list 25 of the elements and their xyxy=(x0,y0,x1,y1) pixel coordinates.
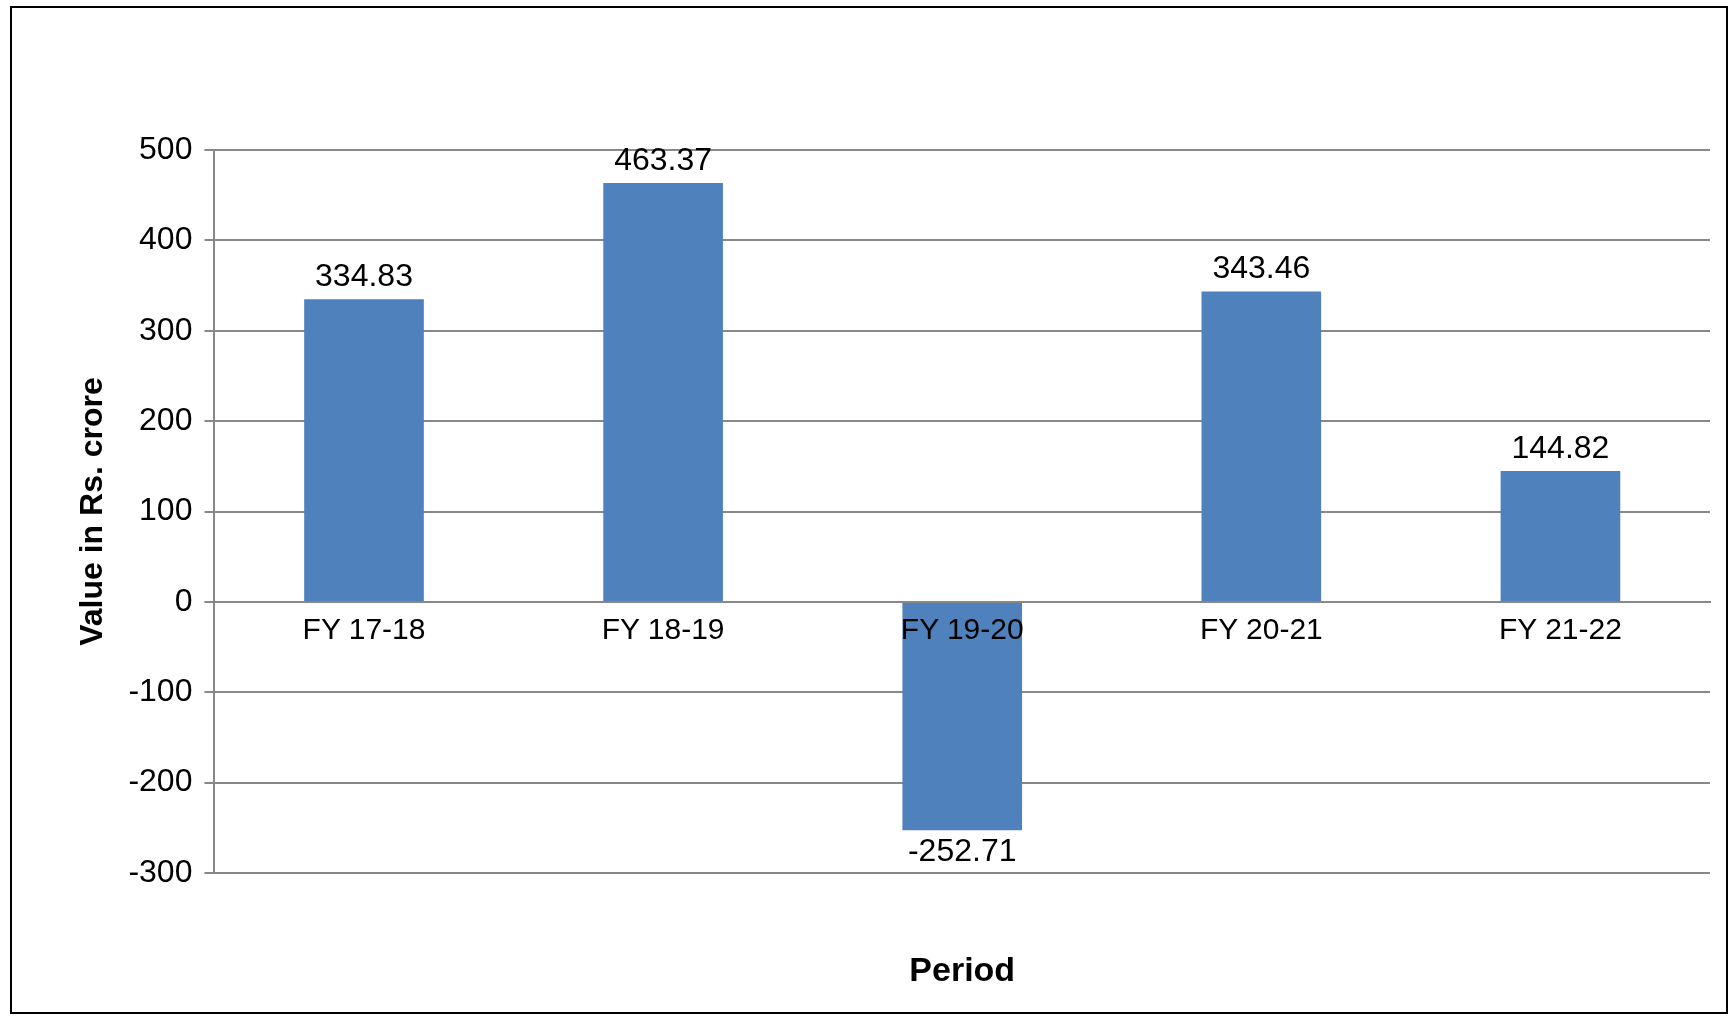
data-label: 343.46 xyxy=(1212,249,1311,286)
y-tick-label: 500 xyxy=(139,129,193,166)
data-label: 334.83 xyxy=(315,257,413,294)
bar xyxy=(304,299,424,601)
y-tick-label: 100 xyxy=(139,491,193,528)
data-label: 463.37 xyxy=(614,140,713,177)
y-tick-label: -200 xyxy=(128,762,193,799)
y-tick-label: 0 xyxy=(174,581,193,618)
x-tick-label: FY 18-19 xyxy=(601,612,725,646)
bar xyxy=(1500,470,1621,601)
y-tick-label: -300 xyxy=(128,852,193,889)
x-tick-label: FY 20-21 xyxy=(1199,612,1323,646)
x-tick-label: FY 21-22 xyxy=(1499,612,1622,646)
bar xyxy=(1201,291,1322,601)
y-axis-title: Value in Rs. crore xyxy=(73,377,110,646)
bar xyxy=(902,602,1023,831)
bar xyxy=(603,183,723,601)
data-label: 144.82 xyxy=(1511,428,1610,465)
y-tick-label: -100 xyxy=(128,672,193,709)
x-axis-title: Period xyxy=(909,950,1016,989)
y-tick-label: 400 xyxy=(139,220,193,257)
y-tick-label: 300 xyxy=(139,310,193,347)
x-tick-label: FY 17-18 xyxy=(302,612,426,646)
y-tick-label: 200 xyxy=(139,400,193,437)
data-label: -252.71 xyxy=(907,832,1017,869)
